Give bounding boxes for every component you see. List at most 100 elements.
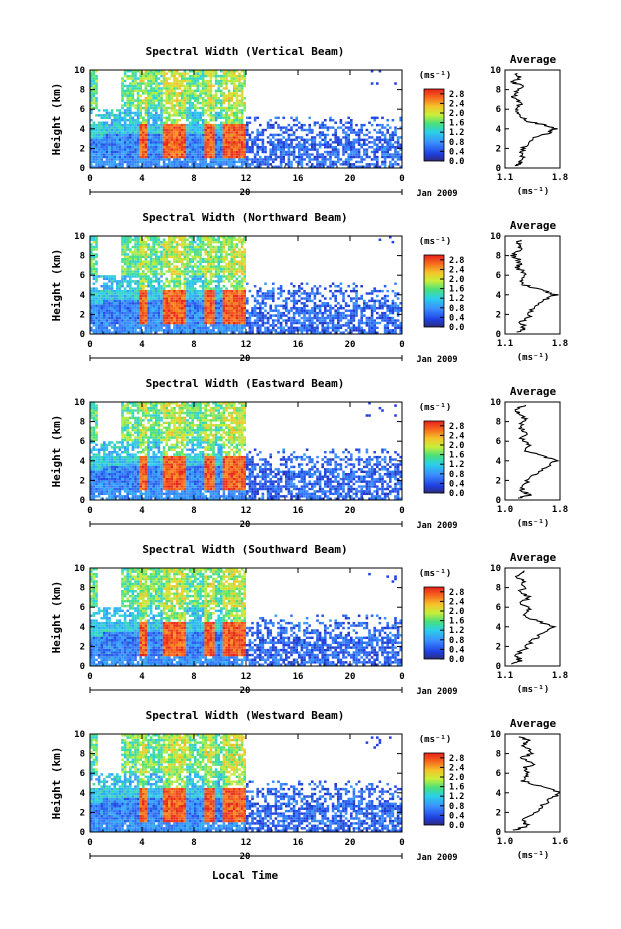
heatmap-cell: [233, 272, 236, 276]
heatmap-cell: [212, 275, 215, 278]
heatmap-cell: [105, 158, 109, 161]
heatmap-cell: [191, 292, 194, 295]
heatmap-cell: [90, 250, 93, 254]
heatmap-cell: [110, 160, 114, 164]
heatmap-cell: [181, 163, 184, 166]
heatmap-cell: [217, 331, 220, 334]
heatmap-cell: [233, 87, 236, 90]
heatmap-cell: [183, 101, 187, 105]
heatmap-cell: [199, 304, 202, 308]
heatmap-cell: [225, 297, 228, 300]
heatmap-cell: [235, 99, 239, 102]
heatmap-cell: [217, 297, 220, 300]
heatmap-cell: [181, 72, 184, 75]
heatmap-cell: [287, 165, 291, 169]
heatmap-cell: [272, 297, 275, 300]
heatmap-cell: [152, 302, 155, 305]
heatmap-cell: [227, 262, 231, 266]
heatmap-cell: [129, 89, 132, 93]
heatmap-cell: [225, 77, 228, 80]
heatmap-cell: [123, 270, 127, 273]
heatmap-cell: [396, 143, 400, 146]
heatmap-cell: [139, 74, 142, 78]
heatmap-cell: [152, 138, 155, 142]
heatmap-cell: [149, 94, 153, 97]
heatmap-cell: [121, 128, 124, 132]
heatmap-cell: [162, 133, 166, 137]
heatmap-cell: [152, 316, 155, 320]
heatmap-cell: [217, 165, 220, 169]
heatmap-cell: [347, 163, 350, 166]
heatmap-cell: [142, 260, 145, 263]
heatmap-cell: [222, 255, 226, 259]
heatmap-cell: [277, 287, 280, 290]
heatmap-cell: [383, 150, 387, 154]
heatmap-cell: [391, 165, 395, 169]
heatmap-cell: [269, 155, 272, 159]
heatmap-cell: [240, 128, 244, 132]
heatmap-cell: [157, 133, 161, 137]
heatmap-cell: [178, 331, 181, 334]
heatmap-cell: [168, 238, 171, 241]
heatmap-cell: [321, 138, 324, 142]
heatmap-cell: [134, 321, 137, 325]
heatmap-cell: [212, 272, 215, 276]
heatmap-cell: [100, 153, 103, 156]
heatmap-cell: [217, 294, 220, 298]
heatmap-cell: [168, 299, 171, 303]
heatmap-cell: [240, 272, 244, 276]
heatmap-cell: [279, 331, 283, 334]
heatmap-cell: [186, 280, 189, 283]
heatmap-cell: [92, 84, 96, 88]
heatmap-cell: [181, 326, 184, 330]
heatmap-cell: [100, 165, 103, 169]
heatmap-cell: [201, 158, 205, 161]
heatmap-cell: [391, 138, 395, 142]
heatmap-cell: [222, 141, 226, 144]
heatmap-cell: [170, 155, 174, 159]
heatmap-cell: [233, 262, 236, 266]
heatmap-cell: [147, 138, 150, 142]
heatmap-cell: [123, 141, 127, 144]
heatmap-cell: [149, 287, 153, 290]
heatmap-cell: [186, 245, 189, 249]
heatmap-cell: [191, 324, 194, 327]
heatmap-cell: [326, 141, 330, 144]
heatmap-cell: [217, 258, 220, 261]
heatmap-cell: [118, 165, 122, 169]
heatmap-cell: [365, 143, 369, 146]
heatmap-cell: [238, 299, 241, 303]
heatmap-cell: [139, 109, 142, 112]
heatmap-cell: [108, 294, 111, 298]
heatmap-cell: [209, 106, 213, 110]
heatmap-cell: [217, 163, 220, 166]
heatmap-cell: [155, 128, 158, 132]
heatmap-cell: [165, 109, 168, 112]
heatmap-cell: [142, 160, 145, 164]
heatmap-cell: [235, 329, 239, 332]
heatmap-cell: [188, 285, 192, 288]
heatmap-cell: [144, 138, 148, 142]
heatmap-cell: [220, 141, 223, 144]
heatmap-cell: [157, 92, 161, 95]
heatmap-cell: [204, 89, 207, 93]
heatmap-cell: [391, 146, 395, 149]
heatmap-cell: [274, 307, 278, 310]
heatmap-cell: [113, 307, 116, 310]
heatmap-cell: [217, 79, 220, 83]
heatmap-cell: [248, 329, 252, 332]
heatmap-cell: [217, 314, 220, 317]
heatmap-cell: [149, 255, 153, 259]
heatmap-cell: [160, 146, 163, 149]
heatmap-cell: [139, 87, 142, 90]
heatmap-cell: [129, 267, 132, 271]
heatmap-cell: [144, 121, 148, 124]
heatmap-cell: [355, 155, 358, 159]
heatmap-cell: [155, 240, 158, 244]
heatmap-cell: [201, 77, 205, 80]
heatmap-cell: [118, 116, 122, 120]
heatmap-cell: [95, 89, 98, 93]
heatmap-cell: [373, 153, 376, 156]
heatmap-cell: [363, 141, 366, 144]
heatmap-cell: [142, 265, 145, 268]
